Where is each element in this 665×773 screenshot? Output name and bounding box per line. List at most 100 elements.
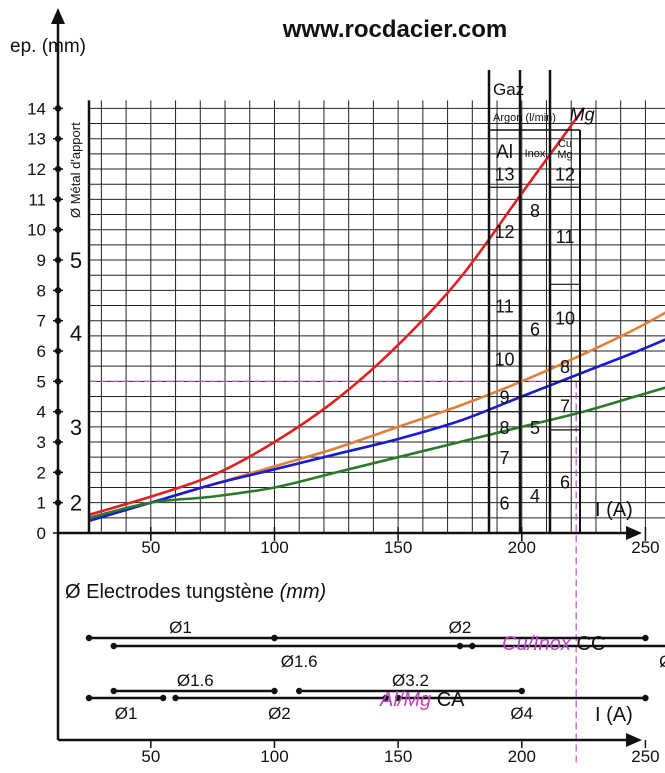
y-axis-arrow	[51, 8, 65, 24]
gas-column-header: Cu	[558, 138, 572, 150]
x-tick-label-top: 250	[631, 538, 659, 557]
x-tick-label-bottom: 100	[260, 747, 288, 766]
site-title: www.rocdacier.com	[282, 16, 508, 43]
y-tick-dot	[54, 287, 62, 294]
curve-cu	[88, 386, 665, 520]
gas-cell-value: 4	[530, 486, 540, 506]
x-tick-label-top: 200	[508, 538, 536, 557]
filler-axis-label: Ø Métal d'apport	[68, 122, 83, 218]
filler-size-label: 3	[70, 415, 82, 440]
y-tick-label: 3	[37, 433, 46, 452]
y-tick-dot	[54, 408, 62, 415]
electrode-range-end	[110, 687, 117, 695]
electrode-range-end	[456, 642, 464, 650]
electrodes-title: Ø Electrodes tungstène (mm)	[65, 581, 326, 603]
material-curves: MgAluInoxCu	[88, 104, 665, 523]
y-tick-label: 12	[27, 160, 46, 179]
y-tick-dot	[54, 499, 62, 506]
curve-inox	[88, 338, 665, 523]
cc-process-label: Cu/Inox CC	[502, 633, 605, 655]
cc-current-label: CC	[577, 633, 606, 655]
y-tick-dot	[54, 347, 62, 355]
gas-cell-value: 12	[555, 165, 575, 185]
electrode-range-end	[271, 634, 278, 642]
gas-cell-value: 11	[556, 227, 575, 247]
y-tick-dot	[54, 317, 62, 324]
electrode-range-end	[110, 642, 117, 650]
ca-process-label: Al/Mg CA	[379, 689, 465, 711]
curve-mg	[88, 107, 585, 517]
electrode-diameter-label: Ø3.2	[659, 652, 665, 671]
electrode-range-end	[642, 634, 649, 642]
y-tick-label: 8	[37, 281, 46, 300]
gas-cell-value: 7	[499, 448, 509, 468]
electrode-range-end	[85, 634, 93, 642]
gas-column-header: Mg	[557, 149, 572, 161]
y-tick-label: 1	[37, 494, 46, 513]
electrode-diameter-label: Ø4	[510, 704, 533, 723]
y-tick-label: 13	[27, 130, 46, 149]
y-tick-label: 4	[37, 403, 46, 422]
x-tick-label-top: 50	[141, 538, 160, 557]
electrode-diameter-label: Ø1	[169, 618, 192, 637]
electrode-range-end	[394, 694, 402, 702]
electrode-range-end	[296, 687, 303, 695]
y-tick-dot	[54, 165, 62, 173]
gas-cell-value: 10	[555, 309, 575, 329]
x-axis-bottom-arrow	[626, 733, 642, 747]
x-tick-label-bottom: 50	[141, 747, 160, 766]
y-tick-label: 5	[37, 372, 46, 391]
electrode-diameter-label: Ø1.6	[281, 652, 318, 671]
y-tick-label: 11	[28, 190, 46, 209]
gas-column-header: Al	[496, 142, 513, 163]
x-tick-label-bottom: 200	[508, 747, 536, 766]
gas-cell-value: 8	[560, 357, 570, 377]
electrode-diameter-ranges: Ø1 Ø1.6 Ø2 Ø3.2 Ø1.6 Ø3.2 Ø1 Ø2 Ø4	[85, 618, 665, 723]
y-tick-label: 7	[37, 312, 46, 331]
gas-cell-value: 7	[560, 397, 570, 417]
y-axis-label: ep. (mm)	[10, 36, 86, 57]
filler-size-label: 4	[70, 321, 82, 346]
electrode-range-end	[172, 694, 179, 702]
electrode-range-end	[159, 694, 167, 702]
y-tick-dot	[54, 135, 62, 142]
x-tick-label-top: 100	[260, 538, 288, 557]
electrode-range-end	[85, 694, 93, 702]
y-tick-dot	[54, 378, 62, 385]
axes: 0123456789101112131423455050100100150150…	[27, 8, 660, 766]
gas-cell-value: 11	[495, 297, 514, 317]
gas-cell-value: 12	[494, 222, 514, 242]
x-tick-label-bottom: 250	[631, 747, 659, 766]
electrode-range-end	[271, 687, 278, 695]
y-tick-label: 2	[37, 463, 46, 482]
gas-cell-value: 13	[494, 165, 514, 185]
gas-cell-value: 10	[494, 350, 514, 370]
ca-current-label: CA	[437, 689, 465, 711]
electrode-diameter-label: Ø1.6	[177, 671, 214, 690]
ca-material-label: Al/Mg	[379, 689, 431, 711]
electrode-range-end	[518, 687, 525, 695]
electrode-diameter-label: Ø1	[115, 704, 138, 723]
y-tick-dot	[54, 438, 62, 446]
gas-cell-value: 9	[499, 388, 509, 408]
electrode-range-end	[382, 694, 389, 702]
y-tick-label: 14	[27, 99, 46, 118]
gas-cell-value: 6	[560, 472, 570, 492]
y-tick-label: 6	[37, 342, 46, 361]
gas-cell-value: 8	[499, 418, 509, 438]
electrodes-title-text: Ø Electrodes tungstène	[65, 581, 274, 603]
y-tick-label: 10	[27, 221, 46, 240]
gas-column-header: Inox	[525, 148, 546, 160]
x-axis-label-top: I (A)	[595, 499, 633, 521]
x-tick-label-top: 150	[384, 538, 412, 557]
electrodes-unit: (mm)	[280, 581, 327, 603]
grid	[89, 100, 665, 533]
filler-size-label: 5	[70, 248, 82, 273]
electrode-diameter-label: Ø3.2	[392, 671, 429, 690]
gas-cell-value: 8	[530, 201, 540, 221]
y-tick-dot	[54, 226, 62, 233]
cc-material-label: Cu/Inox	[502, 633, 572, 655]
electrode-range-end	[642, 694, 649, 702]
